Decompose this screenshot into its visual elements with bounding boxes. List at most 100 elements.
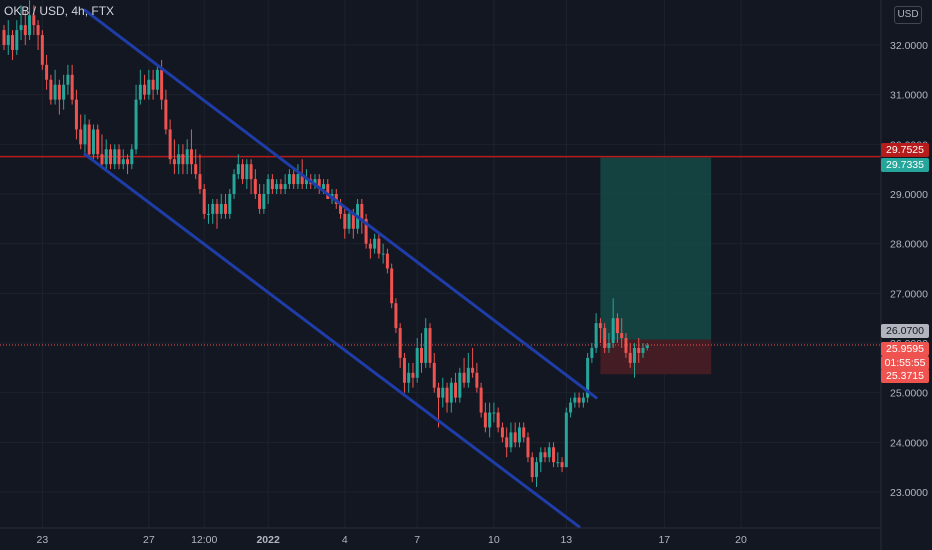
candle-body bbox=[198, 174, 202, 190]
candle-body bbox=[415, 347, 419, 378]
y-tick-label: 32.0000 bbox=[890, 40, 928, 52]
candle-body bbox=[462, 372, 466, 383]
x-tick-label: 12:00 bbox=[191, 534, 217, 546]
last-price-tag: 25.9595 bbox=[881, 342, 929, 356]
candle bbox=[560, 457, 564, 473]
candle bbox=[577, 392, 581, 408]
chart-title: OKB / USD, 4h, FTX bbox=[4, 4, 115, 18]
candle bbox=[270, 174, 274, 194]
candle bbox=[313, 174, 317, 190]
candle-body bbox=[437, 387, 441, 398]
candle bbox=[539, 447, 543, 473]
candle bbox=[249, 159, 253, 194]
x-tick-label: 23 bbox=[36, 534, 48, 546]
candle bbox=[645, 343, 649, 351]
candle-body bbox=[488, 412, 492, 428]
candle-body bbox=[432, 362, 436, 388]
candle bbox=[57, 79, 61, 115]
candle bbox=[449, 377, 453, 413]
candle bbox=[390, 263, 394, 309]
candle-body bbox=[109, 149, 112, 165]
candle bbox=[530, 452, 534, 483]
candle-body bbox=[373, 238, 377, 249]
candle bbox=[138, 69, 142, 105]
candle-body bbox=[283, 184, 287, 190]
price-lines bbox=[0, 155, 881, 346]
candle bbox=[147, 69, 151, 100]
candle bbox=[49, 74, 53, 105]
candle-body bbox=[134, 99, 138, 150]
candle-body bbox=[505, 437, 509, 448]
candle bbox=[279, 179, 283, 194]
candle-body bbox=[189, 149, 193, 165]
candle bbox=[347, 208, 351, 234]
candle bbox=[500, 422, 504, 443]
candle-body bbox=[543, 452, 547, 458]
y-tick-label: 25.0000 bbox=[890, 388, 928, 400]
candle-body bbox=[402, 357, 406, 383]
candle-body bbox=[377, 238, 381, 254]
candle bbox=[168, 119, 172, 165]
candle-body bbox=[211, 203, 215, 214]
candle bbox=[219, 194, 223, 219]
candle bbox=[117, 144, 121, 170]
x-tick-label: 2022 bbox=[256, 534, 280, 546]
candle-body bbox=[194, 164, 198, 175]
candle-body bbox=[454, 382, 458, 398]
entry-price-tag: 26.0700 bbox=[881, 323, 929, 338]
candle-body bbox=[411, 372, 415, 378]
candle bbox=[615, 313, 619, 343]
candle bbox=[134, 84, 138, 155]
candle-body bbox=[11, 35, 15, 50]
currency-button[interactable]: USD bbox=[894, 6, 922, 24]
candlestick-series bbox=[2, 0, 649, 488]
candle bbox=[471, 347, 475, 378]
candle bbox=[407, 362, 411, 393]
candle bbox=[194, 149, 198, 180]
candle-body bbox=[475, 372, 479, 388]
channel-upper-line bbox=[83, 8, 598, 400]
candle-body bbox=[615, 318, 619, 334]
candle bbox=[424, 318, 428, 368]
candle-body bbox=[143, 84, 147, 95]
candle bbox=[287, 169, 291, 190]
candle bbox=[632, 343, 636, 378]
candle-body bbox=[49, 79, 53, 100]
candle bbox=[143, 74, 147, 100]
candle bbox=[466, 352, 470, 388]
candle-body bbox=[100, 154, 104, 165]
target-price-tag: 29.7335 bbox=[881, 157, 929, 172]
candle-body bbox=[241, 164, 245, 180]
candle bbox=[70, 64, 74, 105]
candle bbox=[100, 134, 104, 170]
candle bbox=[32, 5, 36, 36]
stop-price-tag: 25.3715 bbox=[881, 369, 929, 384]
candle bbox=[40, 30, 44, 70]
y-tick-label: 24.0000 bbox=[890, 437, 928, 449]
candle-body bbox=[628, 352, 632, 363]
candle-body bbox=[424, 328, 428, 363]
candle-body bbox=[206, 213, 210, 215]
candle-body bbox=[317, 179, 321, 190]
candle bbox=[126, 154, 130, 175]
candle-body bbox=[28, 15, 32, 36]
candle-body bbox=[266, 179, 270, 194]
candle-body bbox=[441, 387, 445, 398]
candle-body bbox=[339, 203, 343, 214]
candle-body bbox=[70, 74, 74, 100]
candle bbox=[543, 447, 547, 463]
candle bbox=[552, 442, 556, 468]
candle bbox=[377, 233, 381, 259]
candle-body bbox=[547, 447, 551, 458]
candle-body bbox=[322, 184, 325, 190]
candle bbox=[262, 184, 266, 214]
candle bbox=[547, 442, 551, 463]
candle bbox=[172, 139, 176, 175]
candle-body bbox=[160, 69, 164, 100]
candle-body bbox=[168, 129, 172, 160]
candle-body bbox=[130, 149, 134, 165]
y-tick-label: 28.0000 bbox=[890, 239, 928, 251]
candle-body bbox=[292, 174, 296, 185]
candle-body bbox=[522, 427, 526, 438]
